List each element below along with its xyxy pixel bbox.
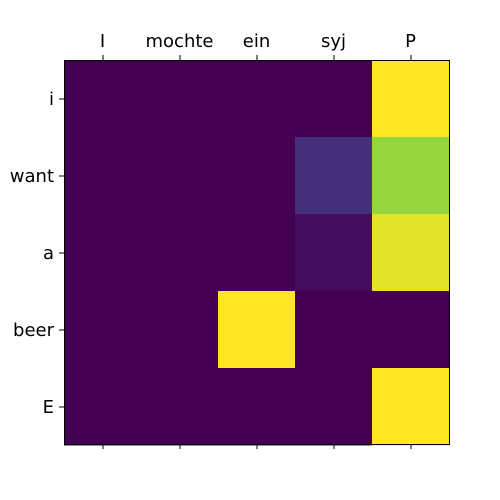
heatmap-cell: [218, 291, 296, 369]
y-tick-label: i: [49, 89, 54, 110]
heatmap-cell: [218, 368, 296, 446]
heatmap-cell: [218, 60, 296, 138]
heatmap-cell: [141, 368, 219, 446]
heatmap-cell: [372, 60, 450, 138]
x-tick-label: mochte: [146, 31, 214, 52]
heatmap-cell: [372, 137, 450, 215]
heatmap-cell: [295, 214, 373, 292]
heatmap-cell: [141, 291, 219, 369]
heatmap-cell: [372, 214, 450, 292]
heatmap-cell: [64, 137, 142, 215]
heatmap-cell: [141, 60, 219, 138]
heatmap-cell: [64, 60, 142, 138]
heatmap-cell: [218, 137, 296, 215]
heatmap-cell: [141, 137, 219, 215]
heatmap-cell: [295, 291, 373, 369]
heatmap-cell: [64, 368, 142, 446]
heatmap-cell: [295, 137, 373, 215]
y-axis-ticks: [59, 99, 64, 407]
heatmap-cell: [372, 368, 450, 446]
heatmap-cells: [64, 60, 450, 446]
heatmap-cell: [141, 214, 219, 292]
x-tick-label: ein: [243, 31, 270, 52]
y-tick-label: E: [43, 397, 54, 418]
heatmap-cell: [372, 291, 450, 369]
heatmap-cell: [218, 214, 296, 292]
x-tick-label: I: [100, 31, 105, 52]
x-tick-label: P: [405, 31, 416, 52]
heatmap-cell: [295, 368, 373, 446]
y-tick-label: want: [10, 166, 54, 187]
heatmap-cell: [295, 60, 373, 138]
y-tick-label: a: [43, 243, 54, 264]
y-tick-label: beer: [13, 320, 55, 341]
heatmap-cell: [64, 214, 142, 292]
heatmap-cell: [64, 291, 142, 369]
x-tick-label: syj: [321, 31, 346, 52]
